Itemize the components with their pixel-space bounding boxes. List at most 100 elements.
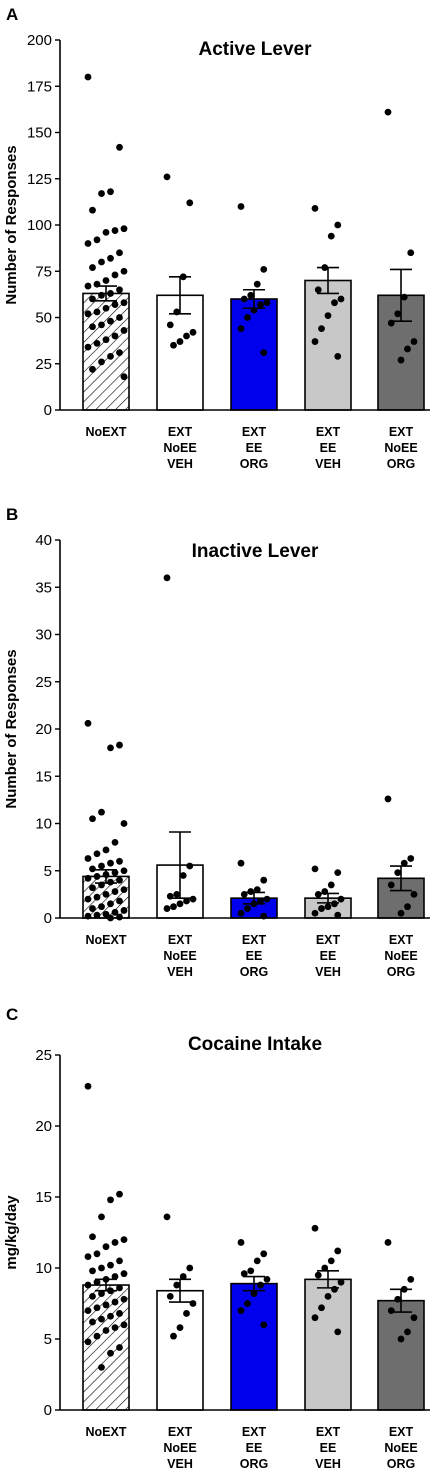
data-point: [186, 1264, 194, 1272]
data-point: [116, 1257, 123, 1265]
data-point: [324, 1293, 332, 1300]
x-category-label: ORG: [240, 1457, 268, 1471]
data-point: [394, 869, 402, 877]
data-point: [384, 108, 392, 116]
data-point: [89, 865, 96, 873]
data-point: [404, 1328, 411, 1336]
data-point: [120, 886, 128, 894]
data-point: [98, 1264, 105, 1272]
x-category-label: ORG: [387, 457, 415, 471]
bar-4: [377, 294, 425, 411]
data-point: [311, 865, 319, 873]
data-point: [89, 323, 96, 331]
data-point: [327, 1257, 335, 1265]
data-point: [311, 1314, 319, 1322]
data-point: [334, 911, 342, 919]
data-point: [186, 199, 194, 207]
data-point: [334, 352, 342, 360]
x-category-label: EXT: [242, 425, 267, 439]
data-point: [120, 1321, 128, 1329]
data-point: [331, 900, 338, 908]
data-point: [102, 846, 110, 854]
data-point: [116, 876, 123, 884]
x-category-label: EE: [246, 949, 263, 963]
x-category-label: NoEE: [163, 441, 196, 455]
x-category-label: NoEE: [163, 949, 196, 963]
y-tick-label: 20: [35, 721, 52, 738]
data-point: [179, 872, 187, 879]
data-point: [170, 903, 177, 911]
data-point: [257, 897, 264, 905]
x-category-label: NoEE: [384, 441, 417, 455]
bar-2: [230, 1282, 278, 1411]
data-point: [89, 365, 96, 373]
data-point: [260, 876, 268, 884]
data-point: [120, 225, 128, 233]
data-point: [93, 850, 101, 858]
data-point: [89, 295, 96, 303]
bar-2: [230, 298, 278, 411]
data-point: [116, 1344, 123, 1351]
data-point: [102, 1327, 110, 1334]
data-point: [407, 855, 415, 862]
data-point: [102, 910, 110, 918]
bar-3: [304, 1278, 352, 1411]
data-point: [257, 301, 264, 308]
data-point: [111, 271, 119, 279]
x-category-label: VEH: [315, 457, 341, 471]
y-tick-label: 5: [44, 1331, 52, 1348]
data-point: [98, 190, 105, 197]
data-point: [244, 905, 251, 912]
data-point: [120, 299, 128, 307]
data-point: [107, 744, 114, 752]
data-point: [116, 741, 123, 749]
data-point: [107, 900, 114, 908]
data-point: [116, 897, 123, 905]
data-point: [111, 908, 119, 916]
data-point: [116, 249, 123, 257]
data-point: [93, 308, 101, 316]
x-category-label: EXT: [242, 1425, 267, 1439]
data-point: [163, 905, 171, 912]
data-point: [170, 1332, 177, 1340]
y-tick-label: 100: [27, 217, 52, 234]
data-point: [407, 249, 415, 257]
data-point: [98, 1290, 105, 1297]
data-point: [102, 336, 110, 344]
data-point: [107, 352, 114, 360]
data-point: [93, 1332, 101, 1340]
data-point: [327, 232, 335, 240]
x-category-label: EE: [246, 441, 263, 455]
data-point: [111, 1324, 119, 1332]
data-point: [102, 890, 110, 898]
data-point: [334, 1247, 342, 1255]
data-point: [93, 911, 101, 919]
y-tick-label: 5: [44, 863, 52, 880]
data-point: [394, 310, 402, 318]
data-point: [93, 1250, 101, 1258]
y-tick-label: 25: [35, 356, 52, 373]
data-point: [116, 1190, 123, 1198]
data-point: [98, 1315, 105, 1323]
y-axis-label: Number of Responses: [3, 145, 20, 304]
data-point: [107, 317, 114, 325]
x-category-label: EE: [320, 949, 337, 963]
x-category-label: EXT: [316, 933, 341, 947]
data-point: [89, 884, 96, 892]
data-point: [163, 1213, 171, 1221]
data-point: [98, 321, 105, 329]
data-point: [84, 240, 92, 247]
data-point: [120, 267, 128, 275]
x-category-label: NoEE: [384, 1441, 417, 1455]
y-axis-label: mg/kg/day: [3, 1195, 20, 1270]
data-point: [244, 1300, 251, 1307]
data-point: [120, 1295, 128, 1303]
panel-letter: C: [6, 1005, 18, 1024]
data-point: [337, 895, 345, 903]
data-point: [84, 310, 92, 318]
data-point: [311, 909, 319, 917]
y-tick-label: 125: [27, 171, 52, 188]
data-point: [176, 338, 184, 345]
data-point: [102, 277, 110, 284]
data-point: [189, 328, 197, 336]
